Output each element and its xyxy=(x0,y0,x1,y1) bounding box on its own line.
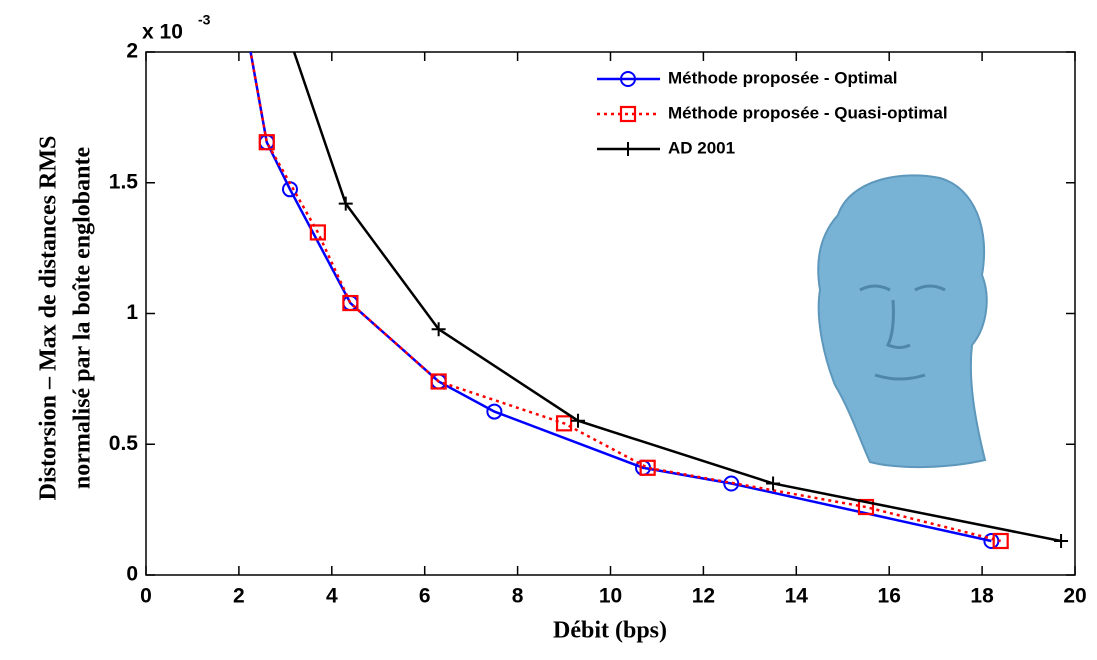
x-tick-label: 0 xyxy=(140,585,152,608)
x-tick-label: 2 xyxy=(233,585,245,608)
legend-label: Méthode proposée - Quasi-optimal xyxy=(668,103,948,122)
y-tick-label: 0 xyxy=(126,563,138,586)
x-tick-label: 16 xyxy=(878,585,901,608)
x-tick-label: 10 xyxy=(599,585,622,608)
data-point xyxy=(1054,534,1068,548)
face-image xyxy=(818,175,987,467)
y-tick-label: 1.5 xyxy=(109,170,139,193)
y-tick-label: 1 xyxy=(126,301,138,324)
x-tick-label: 18 xyxy=(970,585,994,608)
y-tick-label: 2 xyxy=(126,40,138,63)
legend-marker xyxy=(621,142,635,156)
chart: Débit (bps) Distorsion – Max de distance… xyxy=(0,0,1097,655)
x-tick-label: 12 xyxy=(692,585,715,608)
legend-label: AD 2001 xyxy=(668,138,735,157)
x-label: Débit (bps) xyxy=(553,618,667,644)
y-tick-label: 0.5 xyxy=(109,432,139,455)
y-label: normalisé par la boîte englobante xyxy=(70,147,96,490)
x-tick-label: 4 xyxy=(326,585,338,608)
x-tick-label: 20 xyxy=(1063,585,1086,608)
y-label: Distorsion – Max de distances RMS xyxy=(36,136,62,501)
x-tick-label: 6 xyxy=(419,585,431,608)
x-tick-label: 8 xyxy=(512,585,524,608)
data-point xyxy=(274,6,288,20)
data-point xyxy=(571,414,585,428)
y-multiplier: x 10 xyxy=(142,21,183,44)
x-tick-label: 14 xyxy=(785,585,809,608)
y-exponent: -3 xyxy=(198,12,211,28)
legend-label: Méthode proposée - Optimal xyxy=(668,68,898,87)
